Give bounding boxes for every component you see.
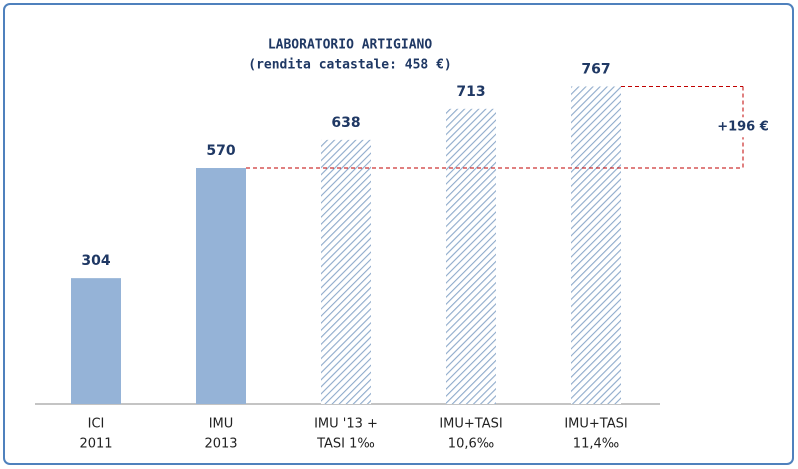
x-tick-label: IMU+TASI [564,417,627,432]
bar [321,139,371,405]
x-tick-label: TASI 1‰ [316,437,375,452]
x-tick-label: 2011 [79,437,112,452]
annotation-bg [709,117,777,138]
bar [446,108,496,405]
bar [571,86,621,404]
x-tick-label: ICI [88,417,105,432]
chart-subtitle: (rendita catastale: 458 €) [248,58,452,73]
x-tick-label: IMU '13 + [314,417,378,432]
x-tick-label: IMU [209,417,234,432]
x-tick-label: 2013 [204,437,237,452]
value-label: 570 [206,143,235,159]
x-tick-label: 11,4‰ [573,437,619,452]
annotation: +196 € [717,120,769,135]
x-tick-label: IMU+TASI [439,417,502,432]
frame [3,3,794,465]
bar [196,168,246,404]
value-label: 713 [456,84,485,100]
bar [71,278,121,404]
value-label: 638 [331,115,360,131]
chart-title: LABORATORIO ARTIGIANO [268,38,433,53]
value-label: 304 [81,253,110,269]
value-label: 767 [581,61,610,77]
x-tick-label: 10,6‰ [448,437,494,452]
